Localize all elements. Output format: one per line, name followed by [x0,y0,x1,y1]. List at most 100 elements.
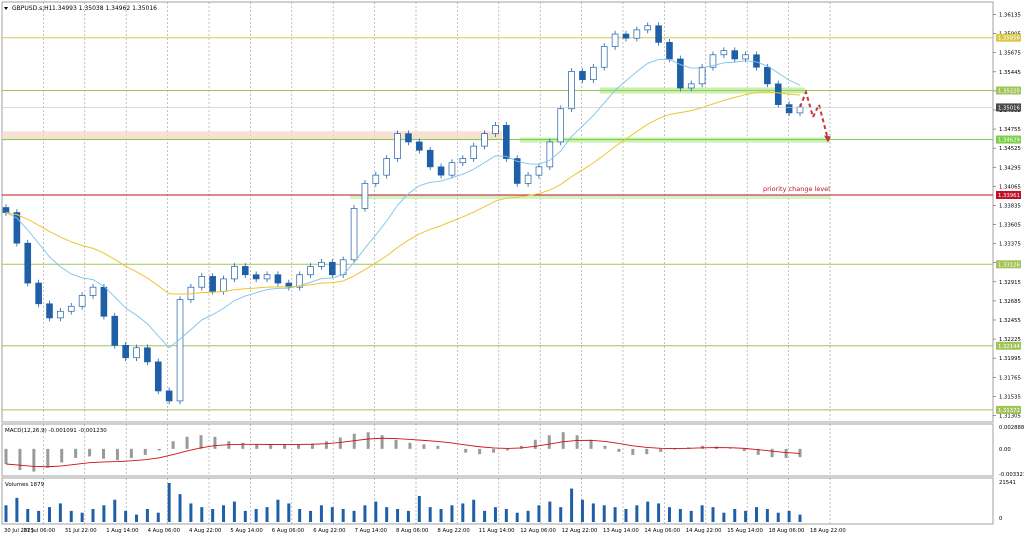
candle-body [709,54,717,68]
time-tick-label: 31 Jul 22:00 [65,528,97,534]
candle-body [372,174,380,184]
level-tag-label: 1.35220 [998,88,1021,94]
candle-body [198,276,206,288]
current-price-box [996,103,1021,112]
candle-body [546,141,554,168]
candle-body [78,295,86,307]
candle-body [590,66,597,81]
price-tick-label: 1.32455 [999,318,1021,324]
time-tick-label: 4 Aug 06:00 [148,528,181,534]
volumes-label: Volumes 1879 [5,482,45,488]
candlesticks [2,22,804,405]
candle-body [459,158,467,164]
candle-body [111,315,119,346]
candle-body [100,286,108,317]
level-tag-label: 1.35856 [998,36,1021,42]
candle-body [720,50,728,56]
time-tick-label: 14 Aug 22:00 [686,528,722,534]
price-tick-label: 1.34065 [999,184,1021,190]
candle-body [35,282,42,305]
level-tag-label: 1.32144 [998,344,1021,350]
candle-body [318,261,325,267]
forecast-path [799,89,829,140]
price-tick-label: 1.33835 [999,203,1021,209]
candle-body [655,25,662,43]
macd-label: MACD(12,26,9) -0.001091 -0.001230 [5,428,107,434]
fast-ma-line [5,58,801,349]
time-tick-label: 12 Aug 22:00 [562,528,598,534]
candle-body [2,207,10,213]
candle-body [176,299,184,402]
level-highlight [350,194,830,199]
forecast-arrow [799,89,831,143]
time-tick-label: 6 Aug 06:00 [272,528,305,534]
level-tag [996,190,1021,199]
price-tick-label: 1.34755 [999,127,1021,133]
level-tag-label: 1.34629 [998,138,1020,144]
candle-body [622,33,630,39]
candle-body [274,274,282,284]
price-tick-label: 1.31765 [999,375,1021,381]
candle-body [731,50,739,60]
candle-body [405,133,412,143]
slow-ma-line [5,91,801,295]
candle-body [154,361,162,392]
forecast-arrowhead [824,135,831,143]
priority-change-annotation: priority change level [763,185,830,193]
candle-body [492,124,499,134]
level-tag [996,405,1021,414]
candle-body [753,54,760,68]
candle-body [416,141,423,151]
volume-panel [1,477,994,525]
candle-body [524,174,532,184]
candle-body [67,305,75,312]
macd-tick-label: -0.003321 [999,472,1024,478]
candle-body [742,54,749,60]
candle-body [426,149,434,168]
macd-panel [1,423,994,477]
time-tick-label: 18 Aug 22:00 [810,528,846,534]
main-panel [1,1,994,423]
level-tag-label: 1.33961 [998,193,1020,199]
candle-body [296,274,303,288]
candle-body [361,183,369,209]
candle-body [241,266,249,276]
candle-body [785,104,793,114]
moving-averages [5,58,801,349]
candle-body [600,46,608,68]
candle-body [470,145,477,159]
candle-body [144,347,151,363]
candle-body [46,303,53,319]
candle-body [557,108,565,143]
candle-body [687,83,695,89]
price-tick-label: 1.35445 [999,70,1021,76]
current-price-label: 1.35016 [998,105,1021,111]
candle-body [503,124,510,159]
chart-menu-icon[interactable] [4,7,8,10]
chart-header-ohlc: 1.34993 1.35038 1.34962 1.35016 [52,5,157,12]
price-tick-label: 1.34525 [999,146,1021,152]
candle-body [481,133,488,147]
volume-tick-label: 21541 [999,480,1016,486]
level-tag [996,86,1021,95]
volume-axis: 21541 0 [999,480,1016,522]
time-tick-label: 5 Aug 14:00 [230,528,263,534]
price-tick-label: 1.31995 [999,356,1021,362]
candle-body [666,41,673,60]
time-tick-label: 12 Aug 06:00 [520,528,556,534]
supply-zone [2,131,502,141]
price-tick-label: 1.35675 [999,51,1021,57]
level-tag [996,33,1021,42]
candle-body [611,33,619,47]
candle-body [677,58,684,89]
candle-body [165,390,173,402]
macd-axis: 0.002888 0.00 -0.003321 [999,425,1024,478]
time-tick-label: 30 Jul 2025 [4,528,34,534]
price-tick-label: 1.34295 [999,165,1021,171]
level-tag [996,341,1021,350]
macd-indicator [4,432,802,472]
time-tick-label: 18 Aug 06:00 [769,528,805,534]
candle-body [644,25,652,31]
